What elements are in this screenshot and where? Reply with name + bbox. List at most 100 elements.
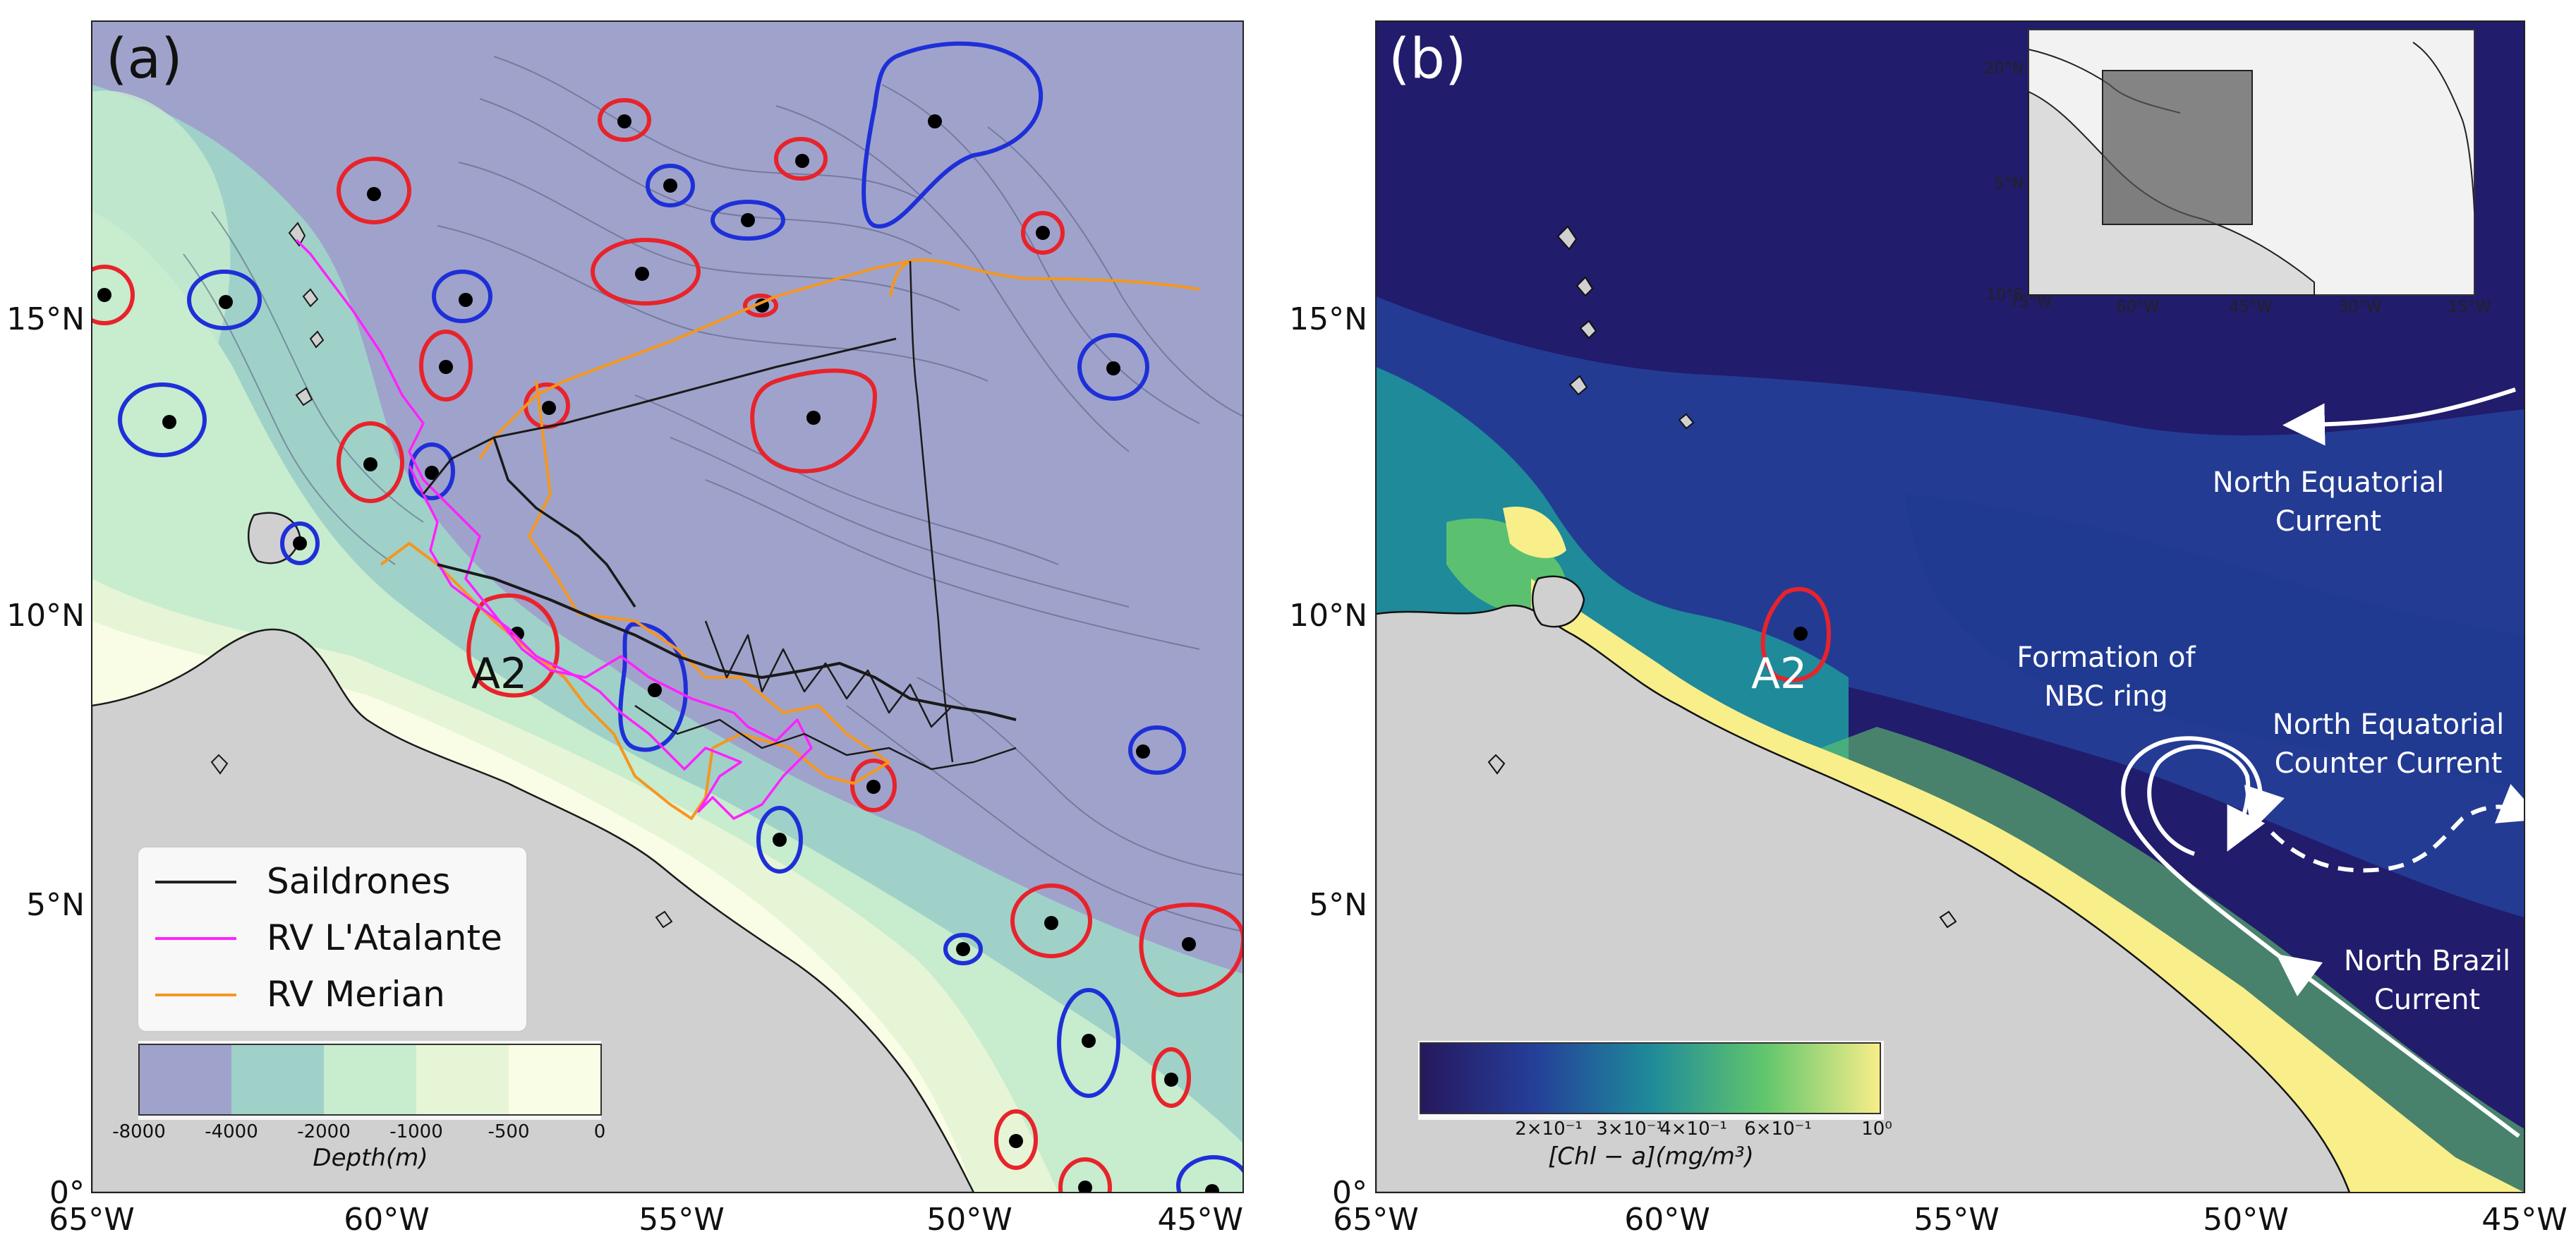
inset-x-tick: 45°W bbox=[2230, 298, 2273, 316]
colorbar-swatch bbox=[509, 1044, 601, 1115]
plume-retroflection bbox=[1905, 494, 2524, 790]
inset-x-tick: 15°W bbox=[2448, 298, 2491, 316]
colorbar-tick: 0 bbox=[594, 1121, 606, 1142]
colorbar-swatch bbox=[231, 1044, 324, 1115]
eddy-ring bbox=[710, 200, 785, 241]
ring-arrow-outer bbox=[2121, 736, 2294, 969]
eddy-ring bbox=[750, 368, 878, 473]
colorbar-label: Depth(m) bbox=[313, 1144, 428, 1172]
eddy-ring bbox=[118, 382, 207, 457]
y-tick-label: 5°N bbox=[26, 887, 85, 923]
y-tick-label: 15°N bbox=[1289, 301, 1367, 337]
trinidad-island-b bbox=[1531, 575, 1585, 628]
nbc-label-line1: North Brazil bbox=[2344, 945, 2510, 977]
legend-box bbox=[137, 846, 528, 1032]
necc-label-line1: North Equatorial bbox=[2273, 708, 2504, 741]
inset-x-tick: 30°W bbox=[2339, 298, 2382, 316]
saildrone-track-2 bbox=[422, 337, 897, 495]
panel-b-colorbar: 2×10⁻¹ 3×10⁻¹ 4×10⁻¹ 6×10⁻¹ 10⁰ [Chl − a… bbox=[1418, 1041, 1892, 1171]
nec-label-line2: Current bbox=[2275, 505, 2381, 538]
y-tick-label: 0° bbox=[49, 1175, 85, 1211]
saildrone-track-3 bbox=[437, 563, 1017, 721]
ring-label-line1: Formation of bbox=[2016, 641, 2196, 674]
inset-x-tick: 75°W bbox=[2009, 294, 2052, 311]
eddy-ring bbox=[994, 1109, 1038, 1170]
colorbar-tick: -8000 bbox=[112, 1121, 166, 1142]
saildrone-track-1 bbox=[909, 260, 954, 763]
eddy-ring bbox=[1057, 988, 1120, 1098]
nec-arrow bbox=[2282, 387, 2516, 446]
eddy-ring bbox=[409, 442, 455, 500]
panel-a-eddy-label: A2 bbox=[471, 649, 527, 699]
eddy-ring bbox=[1128, 725, 1186, 775]
panel-b-frame bbox=[1375, 20, 2525, 1193]
colorbar-tick: -2000 bbox=[297, 1121, 351, 1142]
eddy-ring bbox=[1176, 1155, 1243, 1193]
a2-eddy-center bbox=[1794, 627, 1808, 641]
x-tick-label: 65°W bbox=[1333, 1202, 1419, 1238]
eddy-ring bbox=[861, 41, 1043, 229]
eddy-ring bbox=[591, 238, 701, 306]
panel-a-legend: Saildrones RV L'Atalante RV Merian bbox=[137, 846, 528, 1032]
eddy-ring bbox=[774, 137, 828, 181]
saildrone-track-5 bbox=[634, 704, 1017, 771]
colorbar-tick: -4000 bbox=[205, 1121, 258, 1142]
eddy-ring bbox=[850, 759, 897, 812]
chl-colorbar-label: [Chl − a](mg/m³) bbox=[1548, 1142, 1754, 1171]
y-tick-label: 10°N bbox=[1289, 598, 1367, 634]
panel-b-eddy-label: A2 bbox=[1751, 649, 1807, 699]
y-tick-label: 0° bbox=[1332, 1175, 1367, 1211]
y-tick-label: 15°N bbox=[6, 301, 85, 337]
eddy-ring bbox=[646, 164, 695, 207]
saildrone-track-6 bbox=[492, 437, 636, 608]
chl-colorbar-tick: 10⁰ bbox=[1861, 1118, 1892, 1140]
shelf-edge-bloom bbox=[1820, 727, 2524, 1193]
eddy-ring bbox=[187, 270, 262, 330]
ring-label-line2: NBC ring bbox=[2044, 680, 2168, 713]
eddy-ring bbox=[466, 593, 560, 698]
x-tick-label: 45°W bbox=[2481, 1202, 2568, 1238]
x-tick-label: 55°W bbox=[639, 1202, 725, 1238]
eddy-ring bbox=[432, 270, 492, 323]
inset-y-tick: 20°N bbox=[1985, 60, 2024, 78]
eddy-ring bbox=[280, 521, 320, 565]
x-tick-label: 50°W bbox=[926, 1202, 1012, 1238]
x-tick-label: 45°W bbox=[1158, 1202, 1244, 1238]
panel-a-map bbox=[92, 21, 1243, 1193]
orinoco-high bbox=[1503, 507, 1566, 558]
y-tick-label: 10°N bbox=[6, 598, 85, 634]
chl-colorbar bbox=[1420, 1042, 1881, 1114]
inset-region-box bbox=[2102, 70, 2253, 225]
eddy-ring bbox=[92, 265, 135, 325]
eddy-ring bbox=[1010, 883, 1092, 958]
inset-africa bbox=[2412, 42, 2475, 212]
colorbar-swatch bbox=[324, 1044, 416, 1115]
eddy-centers bbox=[97, 114, 1219, 1193]
panel-a-axes: 65°W 60°W 55°W 50°W 45°W 0° 5°N 10°N 15°… bbox=[6, 301, 1243, 1238]
inset-map: 75°W 60°W 45°W 30°W 15°W 20°N 5°N 10°S bbox=[1985, 29, 2491, 316]
eddy-ring bbox=[756, 806, 803, 874]
colorbar-tick: -1000 bbox=[389, 1121, 443, 1142]
eddy-ring bbox=[743, 294, 778, 318]
eddy-ring bbox=[1139, 903, 1243, 998]
panel-a-colorbar: -8000 -4000 -2000 -1000 -500 0 Depth(m) bbox=[112, 1041, 605, 1172]
nec-label-line1: North Equatorial bbox=[2213, 466, 2444, 499]
x-tick-label: 55°W bbox=[1913, 1202, 2000, 1238]
panel-b-axes: 65°W 60°W 55°W 50°W 45°W 0° 5°N 10°N 15°… bbox=[1289, 301, 2568, 1238]
eddy-ring bbox=[337, 421, 404, 503]
legend-label-saildrones: Saildrones bbox=[267, 861, 450, 902]
legend-label-merian: RV Merian bbox=[267, 974, 445, 1015]
eddy-ring bbox=[337, 157, 411, 224]
chl-colorbar-tick: 4×10⁻¹ bbox=[1659, 1118, 1727, 1140]
a2-eddy-ring bbox=[1760, 586, 1831, 682]
inset-y-tick: 5°N bbox=[1995, 175, 2024, 193]
y-tick-label: 5°N bbox=[1309, 887, 1367, 923]
merian-track-east bbox=[889, 258, 1200, 297]
eddy-ring bbox=[598, 98, 651, 142]
eddy-ring bbox=[419, 330, 473, 402]
x-tick-label: 65°W bbox=[49, 1202, 135, 1238]
x-tick-label: 50°W bbox=[2203, 1202, 2289, 1238]
eddy-ring bbox=[1058, 1157, 1112, 1193]
eddy-ring bbox=[618, 622, 688, 752]
